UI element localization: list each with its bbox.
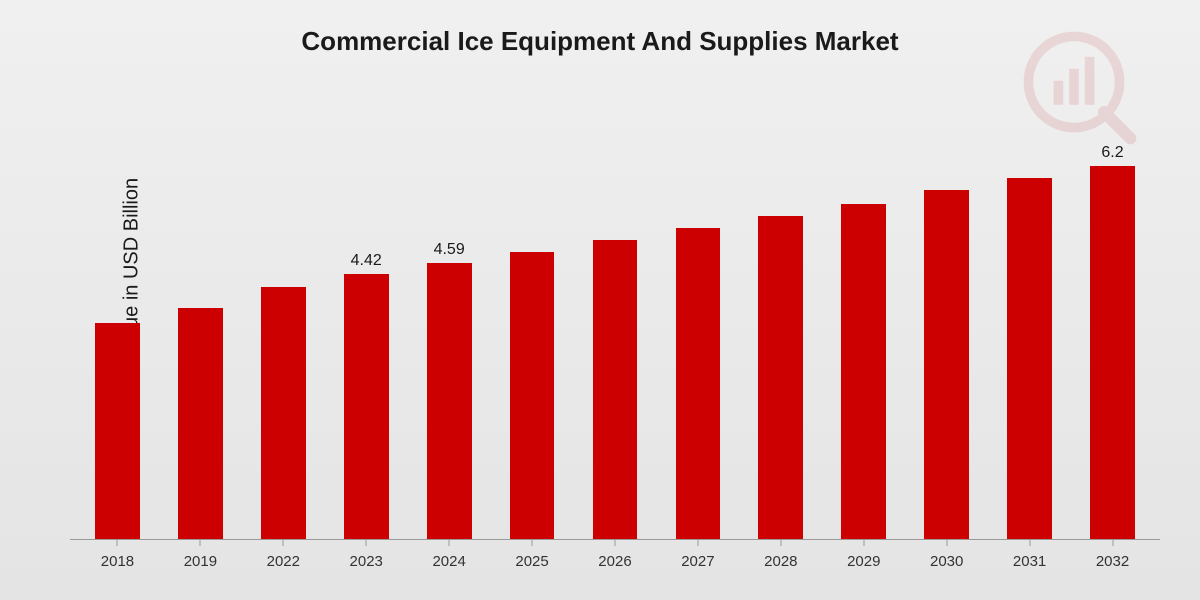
x-tick: [532, 540, 533, 546]
bar: [261, 287, 306, 540]
bar-group: 6.2: [1071, 130, 1154, 540]
bar: [841, 204, 886, 540]
bar-group: 4.59: [408, 130, 491, 540]
bar-group: [822, 130, 905, 540]
x-tick: [1029, 540, 1030, 546]
bar-group: [988, 130, 1071, 540]
bar: [593, 240, 638, 540]
chart-title: Commercial Ice Equipment And Supplies Ma…: [0, 26, 1200, 57]
x-axis-label: 2022: [242, 553, 325, 570]
bar: 6.2: [1090, 166, 1135, 540]
x-tick: [283, 540, 284, 546]
bar-group: [656, 130, 739, 540]
x-tick: [117, 540, 118, 546]
x-tick: [449, 540, 450, 546]
bar-group: [242, 130, 325, 540]
x-tick: [697, 540, 698, 546]
bar-group: [905, 130, 988, 540]
x-axis-label: 2032: [1071, 553, 1154, 570]
bar-value-label: 6.2: [1101, 144, 1123, 162]
bar: [758, 216, 803, 540]
x-axis-label: 2026: [574, 553, 657, 570]
x-axis-label: 2031: [988, 553, 1071, 570]
x-axis-label: 2024: [408, 553, 491, 570]
x-tick: [614, 540, 615, 546]
x-axis-label: 2018: [76, 553, 159, 570]
bar: [95, 323, 140, 540]
bar-group: [491, 130, 574, 540]
x-tick: [946, 540, 947, 546]
x-tick: [366, 540, 367, 546]
x-axis-label: 2030: [905, 553, 988, 570]
bar-value-label: 4.59: [434, 241, 465, 259]
bar-group: [159, 130, 242, 540]
plot-area: 4.42 4.59 6.2: [70, 130, 1160, 540]
x-tick: [780, 540, 781, 546]
bar: [924, 190, 969, 540]
bar: [1007, 178, 1052, 540]
bar-value-label: 4.42: [351, 252, 382, 270]
x-tick: [1112, 540, 1113, 546]
x-tick: [200, 540, 201, 546]
chart-canvas: Commercial Ice Equipment And Supplies Ma…: [0, 0, 1200, 600]
bar-group: 4.42: [325, 130, 408, 540]
bar-group: [739, 130, 822, 540]
x-tick: [863, 540, 864, 546]
bar-group: [574, 130, 657, 540]
bar-group: [76, 130, 159, 540]
x-axis-label: 2023: [325, 553, 408, 570]
bars-container: 4.42 4.59 6.2: [70, 130, 1160, 540]
bar: 4.42: [344, 274, 389, 541]
bar: [178, 308, 223, 540]
x-axis-baseline: [70, 539, 1160, 540]
bar: [510, 252, 555, 540]
x-axis-label: 2029: [822, 553, 905, 570]
x-axis-label: 2027: [656, 553, 739, 570]
x-axis-label: 2025: [491, 553, 574, 570]
bar: 4.59: [427, 263, 472, 540]
x-axis-labels: 2018201920222023202420252026202720282029…: [70, 553, 1160, 570]
x-axis-label: 2028: [739, 553, 822, 570]
bar: [676, 228, 721, 540]
x-axis-label: 2019: [159, 553, 242, 570]
